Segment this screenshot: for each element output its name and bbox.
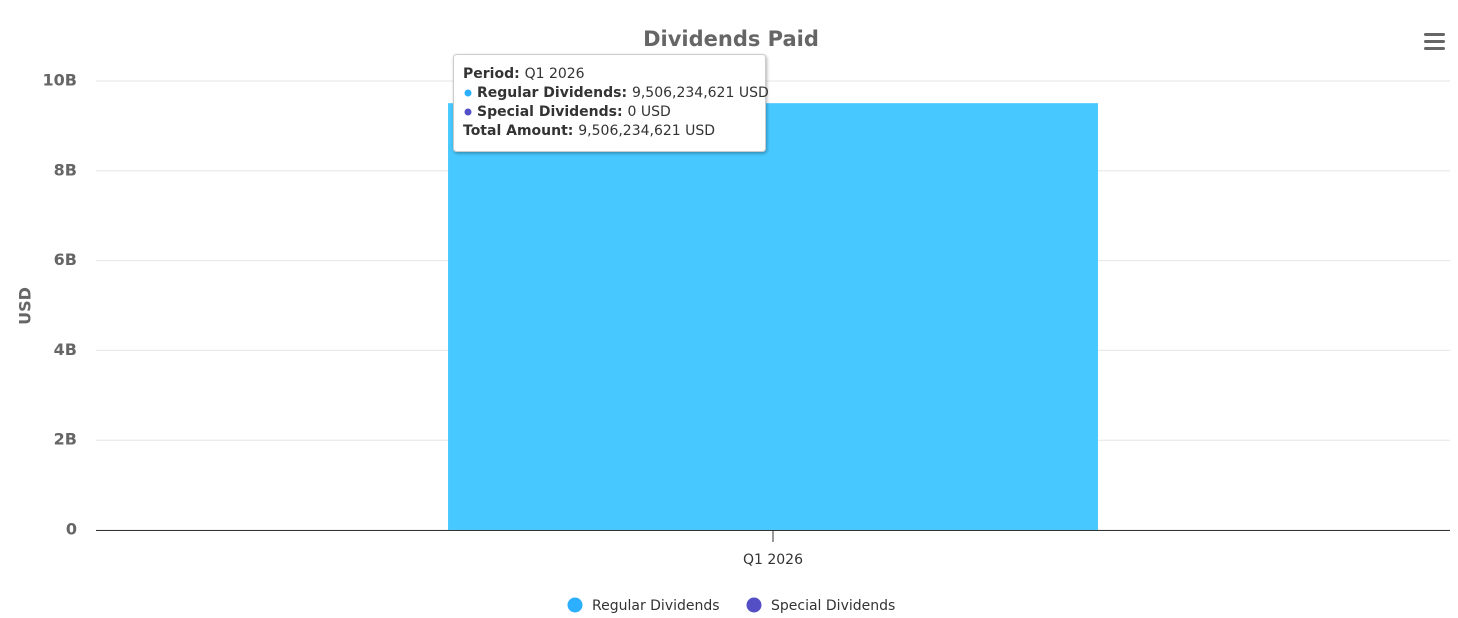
tooltip-label: Total Amount:	[463, 123, 578, 139]
tooltip-line: Period: Q1 2026	[463, 66, 585, 82]
tooltip-value: Q1 2026	[525, 66, 585, 82]
y-tick-label: 2B	[54, 430, 77, 449]
tooltip-line: Total Amount: 9,506,234,621 USD	[463, 123, 715, 139]
y-tick-label: 8B	[54, 160, 77, 179]
tooltip-line: Regular Dividends: 9,506,234,621 USD	[477, 85, 769, 101]
tooltip-marker	[464, 108, 472, 116]
menu-bar	[1424, 33, 1445, 36]
chart-title: Dividends Paid	[643, 27, 819, 51]
legend-item[interactable]: Special Dividends	[746, 597, 896, 615]
legend-marker	[746, 597, 762, 613]
legend-label: Regular Dividends	[592, 598, 720, 614]
y-tick-label: 4B	[54, 340, 77, 359]
tooltip-value: 0 USD	[627, 104, 670, 120]
y-tick-label: 10B	[43, 71, 77, 90]
legend-label: Special Dividends	[771, 598, 895, 614]
bar-segment[interactable]	[448, 103, 1098, 530]
x-tick-label: Q1 2026	[743, 552, 803, 568]
tooltip-value: 9,506,234,621 USD	[632, 85, 769, 101]
tooltip-value: 9,506,234,621 USD	[578, 123, 715, 139]
tooltip-line: Special Dividends: 0 USD	[477, 104, 671, 120]
y-tick-label: 6B	[54, 250, 77, 269]
y-tick-label: 0	[66, 520, 77, 539]
tooltip-label: Period:	[463, 66, 525, 82]
menu-button[interactable]	[1424, 33, 1445, 50]
menu-bar	[1424, 40, 1445, 43]
tooltip-label: Regular Dividends:	[477, 85, 632, 101]
y-axis-label: USD	[16, 287, 35, 325]
menu-bar	[1424, 47, 1445, 50]
legend-marker	[567, 597, 583, 613]
tooltip-marker	[464, 89, 472, 97]
tooltip-box	[453, 54, 766, 152]
legend-item[interactable]: Regular Dividends	[567, 597, 720, 615]
tooltip-label: Special Dividends:	[477, 104, 627, 120]
